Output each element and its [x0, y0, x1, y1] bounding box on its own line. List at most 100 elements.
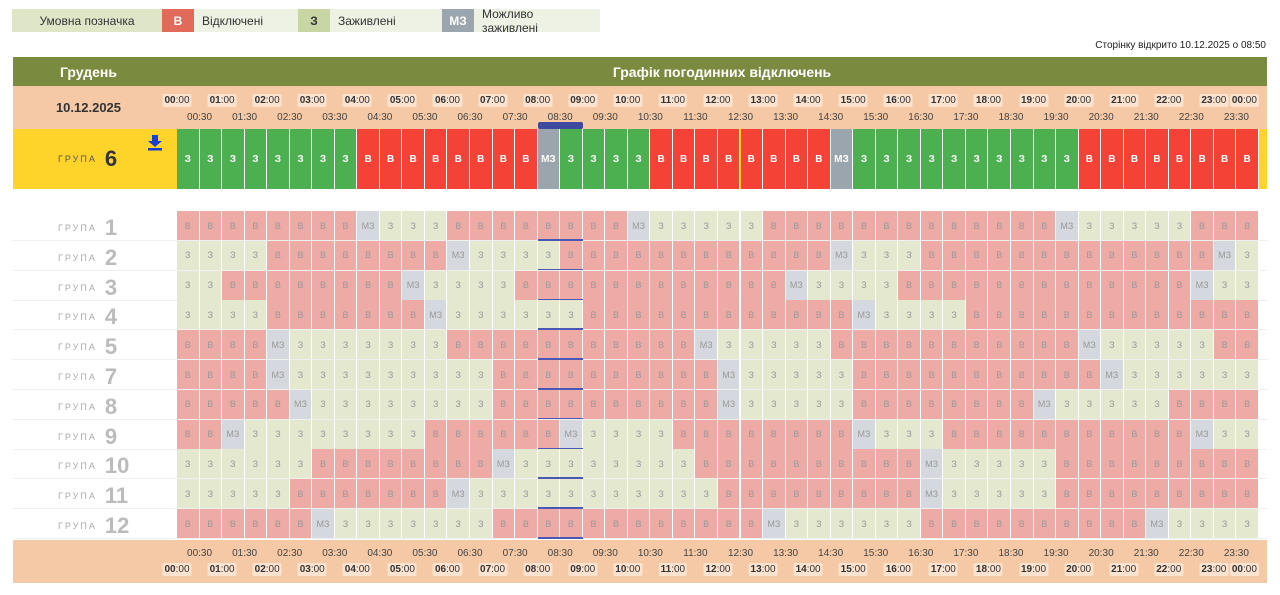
group-slot: З [1033, 479, 1057, 509]
group-slot: В [1010, 330, 1034, 360]
group-slot: В [289, 300, 313, 330]
group-slot: В [1213, 389, 1237, 419]
group-slot: В [808, 240, 831, 270]
download-icon[interactable] [148, 135, 162, 151]
time-header-top: 10.12.2025 00:00 01:00 02:00 03:00 04:00 05:0… [13, 86, 1267, 129]
top-half-hour-label: 18:30 [998, 112, 1024, 123]
group-slot: В [920, 330, 944, 360]
my-group-slot: З [1010, 129, 1034, 189]
my-group-slot: В [1078, 129, 1102, 189]
my-group-slot: В [650, 129, 673, 189]
group-slot: З [1213, 509, 1237, 538]
group-slot: В [627, 509, 651, 538]
group-slot: З [492, 300, 516, 330]
bottom-hour-label: 01:00 [207, 563, 237, 576]
group-slot: З [222, 479, 245, 509]
bottom-half-hour-label: 10:30 [637, 548, 663, 559]
top-hour-label: 17:00 [928, 94, 958, 107]
group-slot: З [244, 449, 268, 479]
group-slot: В [537, 330, 561, 360]
top-hour-label: 13:00 [748, 94, 778, 107]
group-slot: В [492, 330, 516, 360]
group-slot: З [740, 211, 764, 240]
group-number: 10 [104, 453, 130, 479]
group-word: ГРУПА [58, 491, 97, 502]
group-slot: В [763, 211, 786, 240]
group-slot: З [1191, 509, 1214, 538]
group-slot: В [1168, 389, 1192, 419]
group-slot: В [1236, 211, 1259, 240]
group-slot: В [492, 419, 516, 449]
group-slot: МЗ [289, 389, 313, 419]
top-hour-label: 05:00 [387, 94, 417, 107]
my-group-slot: З [988, 129, 1011, 189]
group-slot: В [222, 389, 245, 419]
legend-label-off: Відключені [194, 9, 298, 32]
group-slot: В [199, 389, 223, 419]
bottom-hour-label: 22:00 [1154, 563, 1184, 576]
group-slot: З [830, 389, 854, 419]
group-slot: В [244, 509, 268, 538]
group-slot: З [470, 300, 493, 330]
group-slot: В [515, 360, 538, 389]
top-half-hour-label: 17:30 [953, 112, 979, 123]
top-hour-label: 22:00 [1154, 94, 1184, 107]
group-slot: В [515, 419, 538, 449]
group-slot: В [1010, 389, 1034, 419]
group-slot: З [312, 389, 335, 419]
group-slot: В [1168, 479, 1192, 509]
group-number: 2 [104, 244, 118, 270]
group-slot: З [424, 360, 448, 389]
group-slot: В [492, 211, 516, 240]
my-group-slot: В [1123, 129, 1147, 189]
group-slot: В [1168, 300, 1192, 330]
group-slot: В [1056, 509, 1079, 538]
group-slot: В [1010, 240, 1034, 270]
group-slot: З [1168, 360, 1192, 389]
group-slot: З [830, 509, 854, 538]
group-slot: В [605, 389, 628, 419]
group-slot: З [424, 330, 448, 360]
bottom-hour-label: 20:00 [1064, 563, 1094, 576]
group-slot: З [582, 449, 606, 479]
group-slot: В [537, 270, 561, 300]
group-slot: З [177, 300, 200, 330]
group-slot: МЗ [717, 389, 741, 419]
group-slot: В [740, 509, 764, 538]
group-slot: В [334, 211, 358, 240]
group-number: 7 [104, 364, 118, 389]
group-slot: В [1010, 270, 1034, 300]
group-slot: З [1056, 389, 1079, 419]
group-slot: В [740, 479, 764, 509]
group-number: 11 [104, 483, 129, 509]
group-slot: В [965, 330, 989, 360]
top-hour-label: 14:00 [793, 94, 823, 107]
group-slot: З [402, 389, 425, 419]
group-slot: В [943, 270, 966, 300]
group-slot: МЗ [402, 270, 425, 300]
group-slot: В [672, 509, 696, 538]
my-group-slot: МЗ [830, 129, 854, 189]
group-slot: В [222, 509, 245, 538]
group-slot: В [965, 211, 989, 240]
top-half-hour-label: 19:30 [1043, 112, 1069, 123]
group-slot: З [470, 240, 493, 270]
group-label: ГРУПА 10 [58, 453, 129, 479]
group-slot: В [898, 330, 921, 360]
current-time-marker [537, 268, 583, 271]
group-slot: В [920, 211, 944, 240]
group-slot: З [627, 419, 651, 449]
group-slot: З [379, 330, 403, 360]
group-slot: В [898, 211, 921, 240]
group-slot: З [875, 509, 899, 538]
group-slot: В [605, 509, 628, 538]
my-group-number: 6 [104, 146, 118, 171]
current-time-indicator [537, 122, 583, 129]
group-slot: З [988, 449, 1011, 479]
group-slot: З [424, 270, 448, 300]
group-slot: В [492, 389, 516, 419]
group-slot: З [470, 509, 493, 538]
group-slot: З [402, 419, 425, 449]
group-slot: В [943, 389, 966, 419]
bottom-half-hour-label: 11:30 [683, 548, 708, 559]
